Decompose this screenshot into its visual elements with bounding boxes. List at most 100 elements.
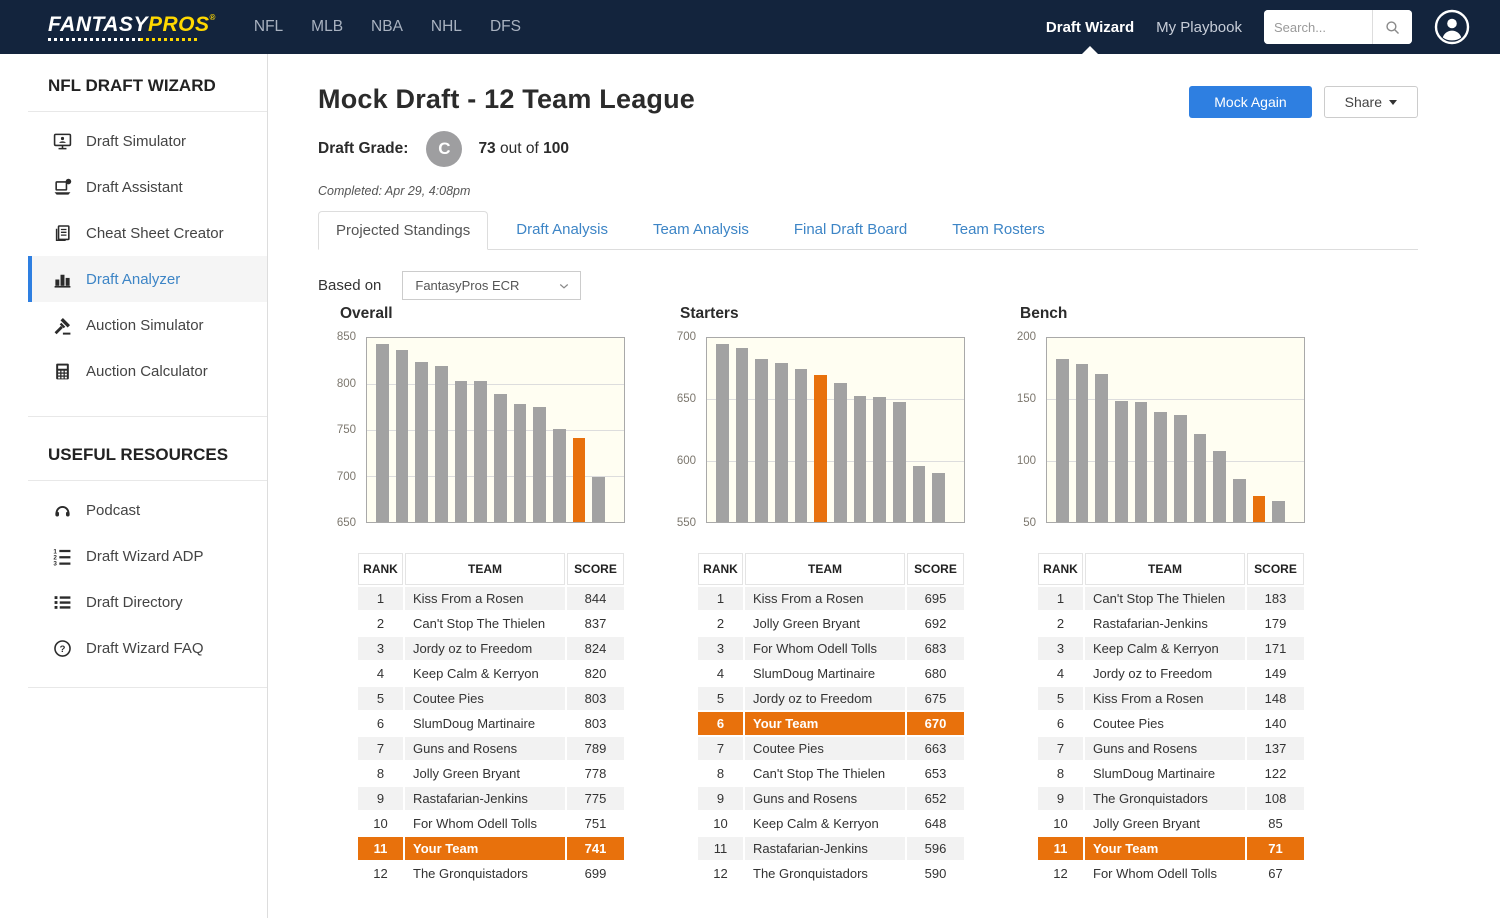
sidebar-item-draft-directory[interactable]: Draft Directory <box>28 579 267 625</box>
sidebar-resources-title: USEFUL RESOURCES <box>28 417 267 481</box>
document-icon <box>52 223 72 243</box>
caret-down-icon <box>1389 99 1397 105</box>
table-row: 2 Can't Stop The Thielen 837 <box>358 612 624 635</box>
active-nav-notch <box>1082 46 1099 54</box>
sidebar-item-auction-simulator[interactable]: Auction Simulator <box>28 302 267 348</box>
page-title: Mock Draft - 12 Team League <box>318 84 696 114</box>
score-cell: 675 <box>907 687 964 710</box>
mock-again-button[interactable]: Mock Again <box>1189 86 1312 118</box>
rank-cell: 8 <box>716 766 725 781</box>
rank-cell: 1 <box>358 587 403 610</box>
column-header: SCORE <box>1247 553 1304 585</box>
user-account-button[interactable] <box>1434 9 1470 45</box>
based-on-label: Based on <box>318 277 382 294</box>
plot-area <box>366 337 625 523</box>
sidebar-item-label: Draft Simulator <box>86 132 187 150</box>
nav-item-draft-wizard[interactable]: Draft Wizard <box>1046 0 1134 54</box>
sidebar-item-label: Draft Assistant <box>86 178 183 196</box>
calculator-icon <box>52 361 72 381</box>
standings-table-starters: RANK TEAM SCORE 1 Kiss From a Rosen 695 2 Jolly… <box>696 551 966 887</box>
tab-final-draft-board[interactable]: Final Draft Board <box>793 221 908 238</box>
bar-chart-starters: 700 650 600 550 <box>658 331 965 529</box>
rank-cell: 5 <box>358 687 403 710</box>
nav-item-my-playbook[interactable]: My Playbook <box>1156 18 1242 36</box>
tab-projected-standings[interactable]: Projected Standings <box>318 211 489 250</box>
rank-cell: 11 <box>358 837 403 860</box>
table-row-your-team: 11 Your Team 71 <box>1038 837 1304 860</box>
score-cell: 85 <box>1268 816 1283 831</box>
table-row: 5 Coutee Pies 803 <box>358 687 624 710</box>
bars <box>707 338 964 522</box>
column-header: RANK <box>1038 553 1083 585</box>
team-cell: Guns and Rosens <box>1085 737 1245 760</box>
search-button[interactable] <box>1372 10 1412 44</box>
team-cell: Jordy oz to Freedom <box>745 687 905 710</box>
logo-dashed-underline <box>48 37 216 41</box>
team-cell: Rastafarian-Jenkins <box>405 787 565 810</box>
sidebar-item-auction-calculator[interactable]: Auction Calculator <box>28 348 267 394</box>
sidebar-item-label: Draft Wizard FAQ <box>86 639 204 657</box>
nav-item-nba[interactable]: NBA <box>371 18 403 35</box>
based-on-selected-value: FantasyPros ECR <box>415 278 520 293</box>
bar <box>513 404 527 522</box>
team-cell: Jolly Green Bryant <box>413 766 520 781</box>
nav-item-dfs[interactable]: DFS <box>489 18 521 35</box>
score-cell: 652 <box>907 787 964 810</box>
sidebar-item-draft-simulator[interactable]: Draft Simulator <box>28 118 267 164</box>
svg-text:2: 2 <box>53 554 57 561</box>
bar <box>1233 479 1246 522</box>
gavel-icon <box>52 315 72 335</box>
search-input[interactable] <box>1264 10 1372 44</box>
sidebar-item-label: Podcast <box>86 501 141 519</box>
bar <box>1272 501 1286 522</box>
sidebar-item-cheat-sheet-creator[interactable]: Cheat Sheet Creator <box>28 210 267 256</box>
sidebar-item-draft-wizard-faq[interactable]: ? Draft Wizard FAQ <box>28 625 267 671</box>
sidebar-item-podcast[interactable]: Podcast <box>28 487 267 533</box>
score-cell: 837 <box>584 616 607 631</box>
table-row: 3 Keep Calm & Kerryon 171 <box>1038 637 1304 660</box>
grade-score-text: 73 out of 100 <box>478 140 569 157</box>
rank-cell: 2 <box>716 616 725 631</box>
table-row: 12 The Gronquistadors 699 <box>358 862 624 885</box>
team-cell: For Whom Odell Tolls <box>1093 866 1218 881</box>
tab-team-analysis[interactable]: Team Analysis <box>652 221 749 238</box>
bar <box>435 365 448 522</box>
team-cell: Can't Stop The Thielen <box>753 766 886 781</box>
score-cell: 844 <box>567 587 624 610</box>
table-row: 7 Guns and Rosens 137 <box>1038 737 1304 760</box>
rank-cell: 3 <box>358 637 403 660</box>
y-axis-tick: 650 <box>336 517 356 529</box>
rank-cell: 11 <box>1038 837 1083 860</box>
top-navigation-bar: FANTASYPROS® NFL MLB NBA NHL DFS Draft W… <box>0 0 1500 54</box>
score-cell: 648 <box>924 816 947 831</box>
team-cell: Coutee Pies <box>405 687 565 710</box>
share-button[interactable]: Share <box>1323 86 1418 118</box>
y-axis: 850 800 750 700 650 <box>318 331 366 529</box>
bar <box>1095 373 1109 522</box>
fantasypros-logo[interactable]: FANTASYPROS® <box>48 13 216 41</box>
bar <box>1213 450 1227 522</box>
score-cell: 778 <box>584 766 607 781</box>
user-avatar-icon <box>1434 9 1470 45</box>
nav-item-mlb[interactable]: MLB <box>311 18 344 35</box>
table-row: 8 Jolly Green Bryant 778 <box>358 762 624 785</box>
based-on-select[interactable]: FantasyPros ECR <box>402 271 582 300</box>
score-cell: 140 <box>1264 716 1287 731</box>
nav-item-nfl[interactable]: NFL <box>253 18 284 35</box>
standings-column-starters: Starters 700 650 600 550 RANK TEAM SCORE 1 Kiss… <box>658 305 965 887</box>
table-row: 2 Jolly Green Bryant 692 <box>698 612 964 635</box>
bar <box>1056 358 1069 522</box>
bar <box>533 407 547 522</box>
sidebar-item-draft-analyzer[interactable]: Draft Analyzer <box>28 256 267 302</box>
score-cell: 803 <box>567 687 624 710</box>
nav-item-nhl[interactable]: NHL <box>430 18 462 35</box>
plot-area <box>706 337 965 523</box>
rank-cell: 9 <box>358 787 403 810</box>
headphones-icon <box>52 500 72 520</box>
tab-draft-analysis[interactable]: Draft Analysis <box>516 221 608 238</box>
score-cell: 789 <box>567 737 624 760</box>
tab-team-rosters[interactable]: Team Rosters <box>952 221 1045 238</box>
sidebar-item-draft-assistant[interactable]: Draft Assistant <box>28 164 267 210</box>
bar <box>553 429 566 522</box>
